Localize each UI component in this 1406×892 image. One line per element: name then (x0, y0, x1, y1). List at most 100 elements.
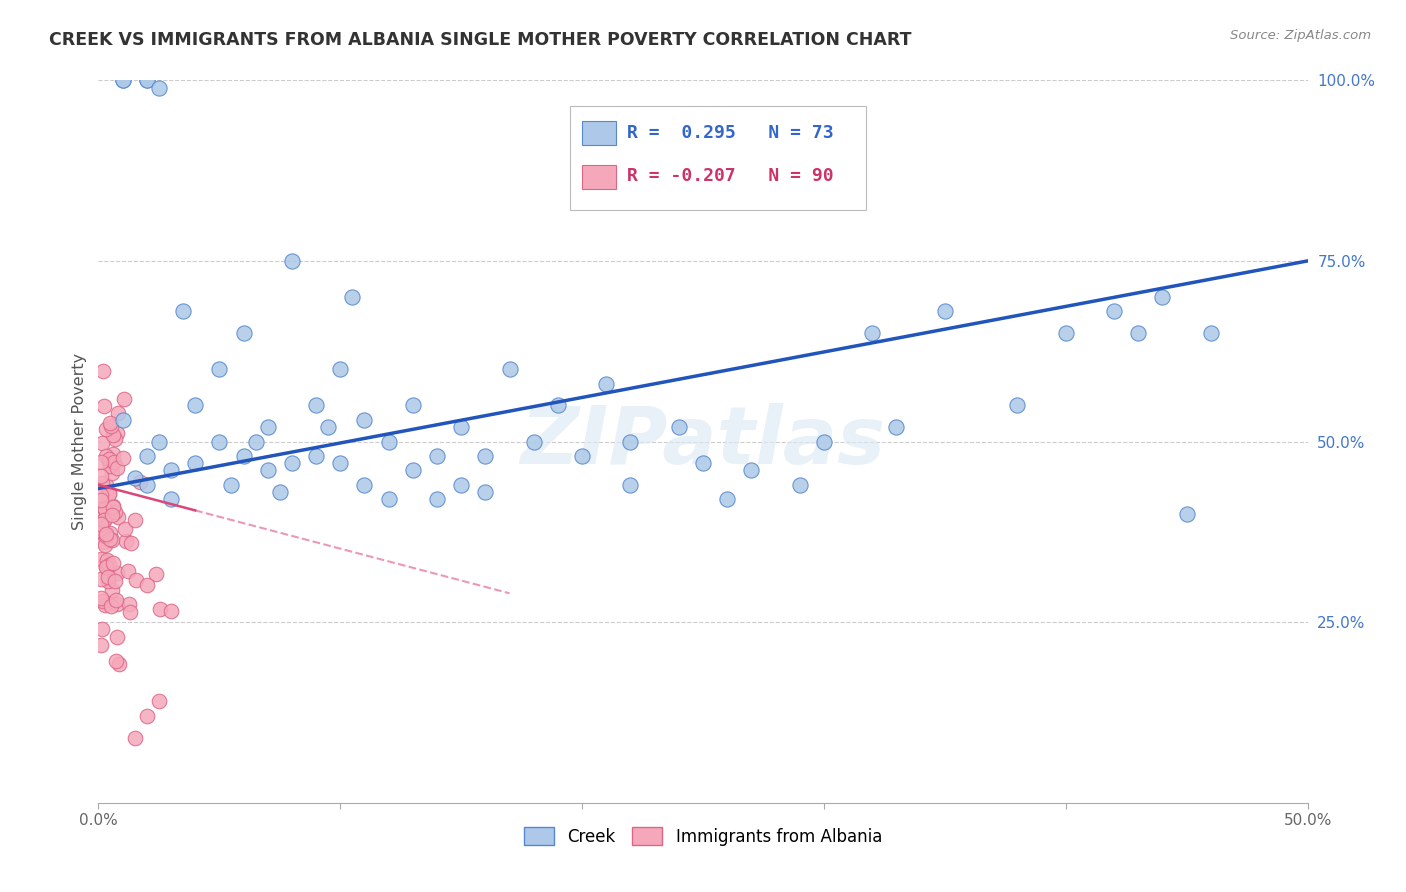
FancyBboxPatch shape (569, 105, 866, 211)
Point (93, 399, 115, 413)
Point (124, 470, 146, 484)
Point (595, 376, 617, 391)
Point (114, 522, 136, 536)
Point (523, 434, 546, 449)
Point (125, 573, 148, 587)
Point (149, 601, 172, 615)
Point (232, 449, 254, 463)
Point (98, 453, 121, 467)
Point (101, 533, 124, 547)
Point (101, 500, 124, 514)
Point (184, 398, 207, 412)
Point (111, 73, 134, 87)
Point (329, 456, 352, 470)
Point (100, 599, 122, 614)
Point (184, 456, 207, 470)
Point (104, 432, 127, 446)
Point (118, 605, 141, 619)
Point (135, 709, 157, 723)
Point (450, 478, 472, 492)
Point (101, 466, 124, 480)
Point (100, 508, 122, 523)
Point (90, 508, 112, 522)
Point (619, 478, 641, 492)
Point (98, 526, 121, 541)
Point (96, 559, 118, 574)
Point (94, 538, 117, 552)
Point (97, 558, 120, 572)
Point (124, 731, 146, 745)
Point (91, 622, 114, 636)
Point (105, 461, 128, 475)
Point (98, 532, 121, 546)
Point (402, 463, 425, 477)
Point (105, 630, 128, 644)
Point (104, 505, 127, 519)
Point (108, 657, 131, 672)
Point (93, 535, 115, 549)
Point (107, 510, 129, 524)
Point (90, 572, 112, 586)
Point (1054, 326, 1077, 340)
Point (281, 456, 304, 470)
Point (111, 413, 134, 427)
Point (96, 529, 118, 543)
Point (692, 456, 714, 470)
Point (90, 492, 112, 507)
Point (668, 420, 690, 434)
Point (789, 478, 811, 492)
Legend: Creek, Immigrants from Albania: Creek, Immigrants from Albania (517, 821, 889, 852)
Point (305, 449, 328, 463)
Point (91, 594, 114, 608)
Point (117, 564, 139, 578)
Point (221, 478, 243, 492)
Point (90, 517, 112, 532)
Point (103, 455, 125, 469)
Point (860, 326, 883, 340)
Point (90, 524, 112, 539)
Point (124, 513, 146, 527)
Point (208, 434, 231, 449)
Point (172, 304, 194, 318)
Point (1102, 304, 1125, 318)
Point (120, 536, 142, 550)
Point (377, 492, 399, 507)
Point (101, 499, 124, 513)
Point (107, 406, 129, 420)
Point (111, 73, 134, 87)
Point (90, 469, 112, 483)
Point (98, 486, 121, 500)
Point (96, 553, 118, 567)
Point (93, 364, 115, 378)
Point (256, 420, 278, 434)
Point (160, 492, 183, 507)
Point (377, 434, 399, 449)
Point (98, 486, 121, 500)
Point (402, 398, 425, 412)
Point (269, 485, 291, 500)
Point (93, 501, 115, 516)
Point (90, 638, 112, 652)
FancyBboxPatch shape (582, 121, 616, 145)
Point (934, 304, 956, 318)
Point (353, 478, 375, 492)
Point (96, 449, 118, 463)
Point (148, 434, 170, 449)
Point (135, 73, 157, 87)
Point (135, 578, 157, 592)
Point (740, 463, 762, 477)
Point (342, 290, 364, 304)
Point (129, 475, 152, 489)
Point (498, 362, 520, 376)
Point (160, 463, 183, 477)
Point (94, 478, 117, 492)
Point (1128, 326, 1150, 340)
Point (96, 509, 118, 524)
Point (97, 566, 120, 581)
Point (329, 362, 352, 376)
Point (96, 498, 118, 512)
Point (96, 560, 118, 574)
Text: Source: ZipAtlas.com: Source: ZipAtlas.com (1230, 29, 1371, 42)
Point (94, 527, 117, 541)
Point (426, 492, 449, 507)
